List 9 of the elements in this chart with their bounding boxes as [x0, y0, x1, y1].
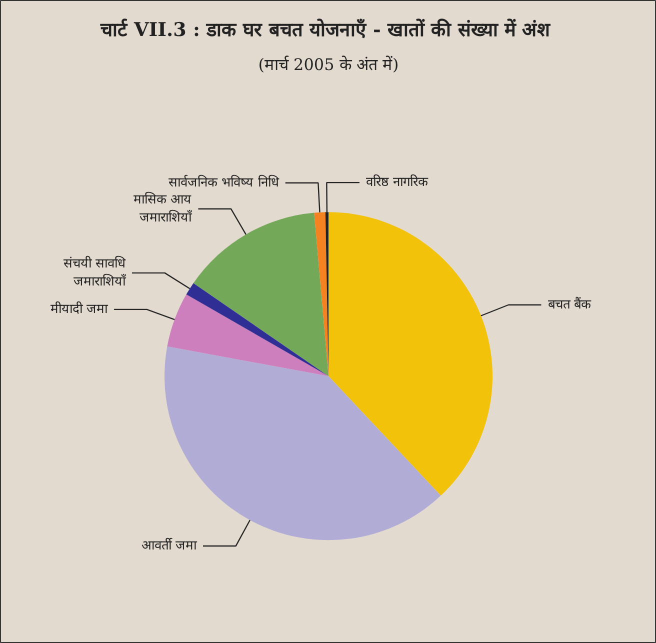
chart-subtitle: (मार्च 2005 के अंत में) — [258, 54, 399, 74]
slice-label: संचयी सावधि जमाराशियाँ — [63, 255, 126, 290]
slice-label: आवर्ती जमा — [141, 538, 198, 554]
slice-label: बचत बैंक — [548, 296, 592, 312]
slice-label: मीयादी जमा — [50, 300, 108, 317]
slice-label: मासिक आय जमाराशियाँ — [134, 191, 193, 226]
chart-title: चार्ट VII.3 : डाक घर बचत योजनाएँ - खातों की संख्या में अंश — [99, 18, 552, 42]
slice-label: वरिष्ठ नागरिक — [366, 174, 430, 190]
slice-label: सार्वजनिक भविष्य निधि — [168, 174, 280, 190]
